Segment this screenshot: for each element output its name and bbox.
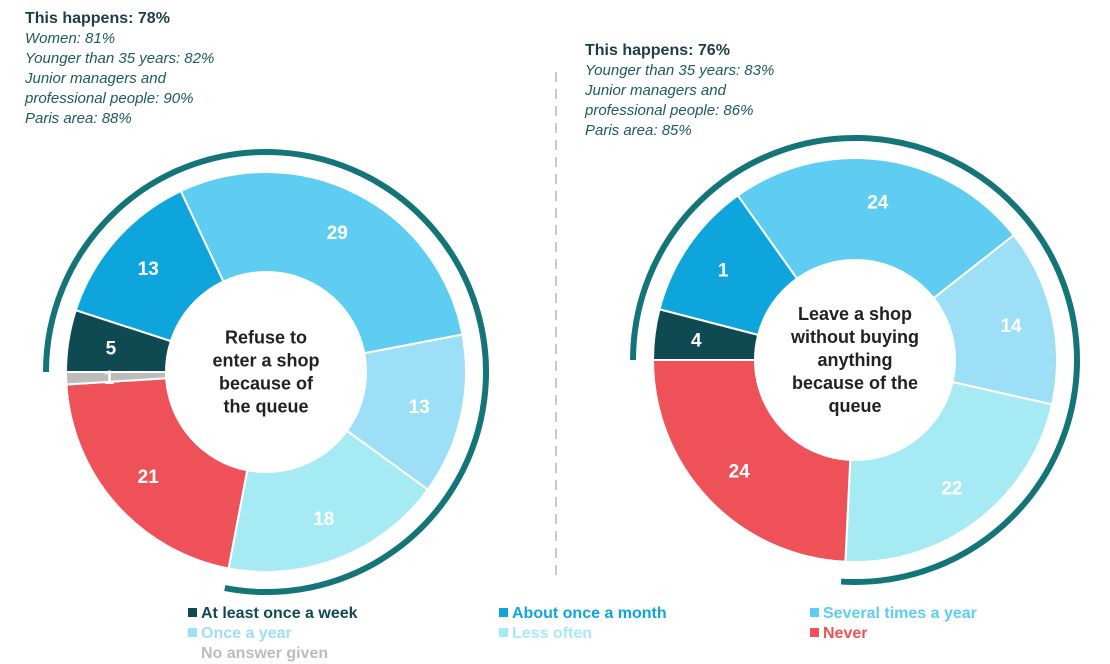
pie-slice [64, 371, 168, 386]
legend-item-year: Once a year [188, 624, 292, 644]
data-label: 14 [1000, 316, 1022, 337]
note-left-line: Women: 81% [25, 30, 116, 47]
note-right-line: Junior managers and [585, 82, 726, 99]
legend-label: Once a year [201, 625, 292, 642]
center-label: Leave a shop [798, 304, 912, 324]
note-left-line: Younger than 35 years: 82% [25, 50, 215, 67]
data-label: 22 [941, 478, 962, 499]
pie-slice [844, 380, 1054, 563]
legend-swatch [810, 608, 819, 617]
center-label: the queue [223, 397, 308, 417]
legend-item-no-answer: No answer given [188, 644, 328, 664]
legend-label: No answer given [201, 645, 329, 662]
note-right-title: This happens: 76% [585, 42, 730, 59]
center-label: queue [828, 396, 881, 416]
highlight-ring [630, 135, 1080, 585]
legend-item-never: Never [810, 624, 867, 644]
legend-swatch [188, 628, 197, 637]
legend-label: Several times a year [823, 605, 977, 622]
note-right-line: Paris area: 85% [585, 122, 692, 139]
note-right-line: Younger than 35 years: 83% [585, 62, 775, 79]
data-label: 24 [729, 461, 751, 482]
legend-item-several: Several times a year [810, 604, 977, 624]
donut-charts: 5 13 29 13 18 21 1 Refuse to enter a shop because… [43, 72, 1080, 595]
legend-item-less: Less often [499, 624, 592, 644]
note-left-line: Paris area: 88% [25, 110, 132, 127]
note-left-title: This happens: 78% [25, 10, 170, 27]
legend-label: At least once a week [201, 605, 358, 622]
legend-item-week: At least once a week [188, 604, 358, 624]
center-label: enter a shop [212, 351, 319, 371]
legend-label: About once a month [512, 605, 667, 622]
legend-swatch [499, 628, 508, 637]
pie-slice [736, 157, 1016, 300]
data-label: 5 [106, 338, 117, 359]
note-left: This happens: 78% Women: 81% Younger tha… [25, 9, 214, 129]
data-label: 13 [138, 259, 159, 280]
legend-label: Less often [512, 625, 593, 642]
data-label: 4 [691, 331, 702, 352]
legend-swatch [810, 628, 819, 637]
data-label: 24 [867, 193, 889, 214]
pie-slice [227, 429, 430, 573]
pie-slice [65, 377, 249, 570]
data-label: 21 [138, 467, 160, 488]
center-label: anything [818, 350, 893, 370]
center-label: because of [219, 374, 314, 394]
pie-slice [932, 233, 1059, 406]
pie-slice [179, 171, 464, 355]
legend-swatch [188, 608, 197, 617]
note-right-line: professional people: 86% [585, 102, 754, 119]
center-label: Refuse to [225, 328, 307, 348]
data-label: 18 [313, 509, 334, 530]
data-label: 1 [718, 260, 729, 281]
data-label: 29 [327, 223, 348, 244]
center-label: without buying [790, 327, 919, 347]
center-label: because of the [792, 373, 918, 393]
pie-slice [651, 359, 852, 563]
data-label: 1 [104, 368, 115, 389]
legend-label: Never [823, 625, 868, 642]
data-label: 13 [409, 397, 430, 418]
legend-swatch [499, 608, 508, 617]
legend-item-month: About once a month [499, 604, 667, 624]
note-left-line: professional people: 90% [25, 90, 194, 107]
note-left-line: Junior managers and [25, 70, 166, 87]
highlight-ring [43, 149, 489, 595]
note-right: This happens: 76% Younger than 35 years:… [585, 41, 774, 141]
